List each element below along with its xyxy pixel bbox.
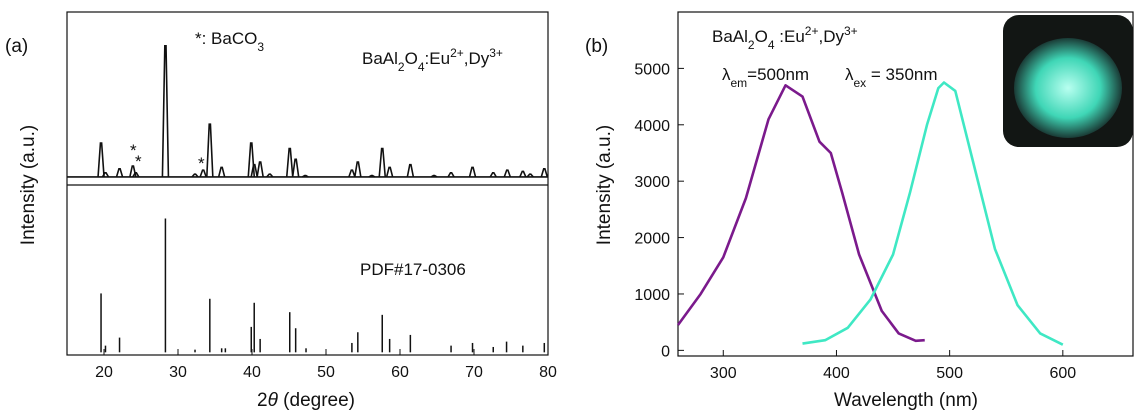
x-tick-label: 80 <box>539 364 557 381</box>
peak <box>526 173 534 178</box>
peak <box>378 147 387 177</box>
x-tick-label: 300 <box>710 365 737 382</box>
peak <box>503 169 512 178</box>
x-axis-label: 2θ (degree) <box>257 390 355 411</box>
t: :Eu <box>775 27 805 46</box>
peak <box>354 161 362 178</box>
x-tick-label: 70 <box>465 364 483 381</box>
series-label: λex = 350nm <box>845 65 938 90</box>
y-tick-label: 4000 <box>634 118 670 135</box>
peak <box>132 172 140 178</box>
peak <box>447 172 455 178</box>
t: O <box>755 27 768 46</box>
t: 2+ <box>450 46 464 60</box>
note: *: BaCO3 <box>195 29 264 54</box>
peak <box>468 166 477 178</box>
t: BaAl <box>362 49 398 68</box>
peak-marker: * <box>130 141 137 160</box>
peak <box>250 163 259 178</box>
t: 3+ <box>844 24 858 38</box>
peak <box>301 174 309 178</box>
t: λ <box>722 65 731 84</box>
y-axis-label: Intensity (a.u.) <box>18 125 39 245</box>
peak <box>115 167 124 178</box>
x-tick-label: 500 <box>936 365 963 382</box>
t: O <box>405 49 418 68</box>
t: 2 <box>257 390 268 411</box>
t: θ <box>268 390 279 411</box>
peak <box>191 173 199 178</box>
t: =500nm <box>747 65 809 84</box>
peak <box>256 161 264 178</box>
t: :Eu <box>425 49 451 68</box>
y-tick-label: 3000 <box>634 174 670 191</box>
x-tick-label: 30 <box>169 364 187 381</box>
peak <box>266 173 274 178</box>
t: = 350nm <box>866 65 937 84</box>
photo-glow <box>1014 38 1122 138</box>
peak <box>161 44 170 177</box>
y-tick-label: 5000 <box>634 61 670 78</box>
note-text: *: BaCO <box>195 29 257 48</box>
x-tick-label: 20 <box>95 364 113 381</box>
t: ,Dy <box>464 49 490 68</box>
t: 3+ <box>489 46 503 60</box>
peak <box>406 163 415 178</box>
peak <box>206 123 214 177</box>
x-tick-label: 60 <box>391 364 409 381</box>
t: 2 <box>398 60 405 74</box>
y-tick-label: 1000 <box>634 287 670 304</box>
t: (degree) <box>278 390 355 411</box>
series-label: λem=500nm <box>722 65 809 90</box>
t: 2+ <box>805 24 819 38</box>
t: λ <box>845 65 854 84</box>
t: ,Dy <box>818 27 844 46</box>
inset-photo <box>1003 15 1133 147</box>
spectrum-line <box>802 81 1064 346</box>
peak <box>519 170 527 178</box>
x-tick-label: 600 <box>1049 365 1076 382</box>
y-tick-label: 0 <box>661 343 670 360</box>
peak <box>540 167 549 178</box>
peak <box>368 174 376 178</box>
peak <box>199 169 207 178</box>
panel-label: (a) <box>5 36 28 57</box>
x-tick-label: 40 <box>243 364 261 381</box>
peak <box>97 142 105 177</box>
sample-label: BaAl2O4:Eu2+,Dy3+ <box>362 46 503 74</box>
peak <box>247 142 256 177</box>
spectrum-line <box>676 84 925 343</box>
y-axis-label: Intensity (a.u.) <box>594 125 615 245</box>
x-tick-label: 400 <box>823 365 850 382</box>
t: 4 <box>418 60 425 74</box>
peak <box>489 172 497 178</box>
peak <box>285 147 294 177</box>
reference-label: PDF#17-0306 <box>360 260 466 279</box>
t: BaAl <box>712 27 748 46</box>
t: 2 <box>748 38 755 52</box>
note-sub: 3 <box>257 40 264 54</box>
x-axis-label: Wavelength (nm) <box>834 390 978 411</box>
plot-frame <box>677 11 1134 357</box>
peak <box>385 166 394 178</box>
x-tick-label: 50 <box>317 364 335 381</box>
peak <box>217 166 226 178</box>
peak <box>129 165 137 178</box>
peak-marker: * <box>135 152 142 171</box>
peak-marker: * <box>198 154 205 173</box>
y-tick-label: 2000 <box>634 231 670 248</box>
t: ex <box>854 76 867 90</box>
peak <box>430 174 438 178</box>
t: 4 <box>768 38 775 52</box>
panel-label: (b) <box>585 36 608 57</box>
peak <box>348 169 356 178</box>
sample-label: BaAl2O4 :Eu2+,Dy3+ <box>712 24 858 52</box>
plot-frame <box>66 11 549 356</box>
peak <box>101 172 110 178</box>
t: em <box>731 76 748 90</box>
peak <box>291 158 300 177</box>
